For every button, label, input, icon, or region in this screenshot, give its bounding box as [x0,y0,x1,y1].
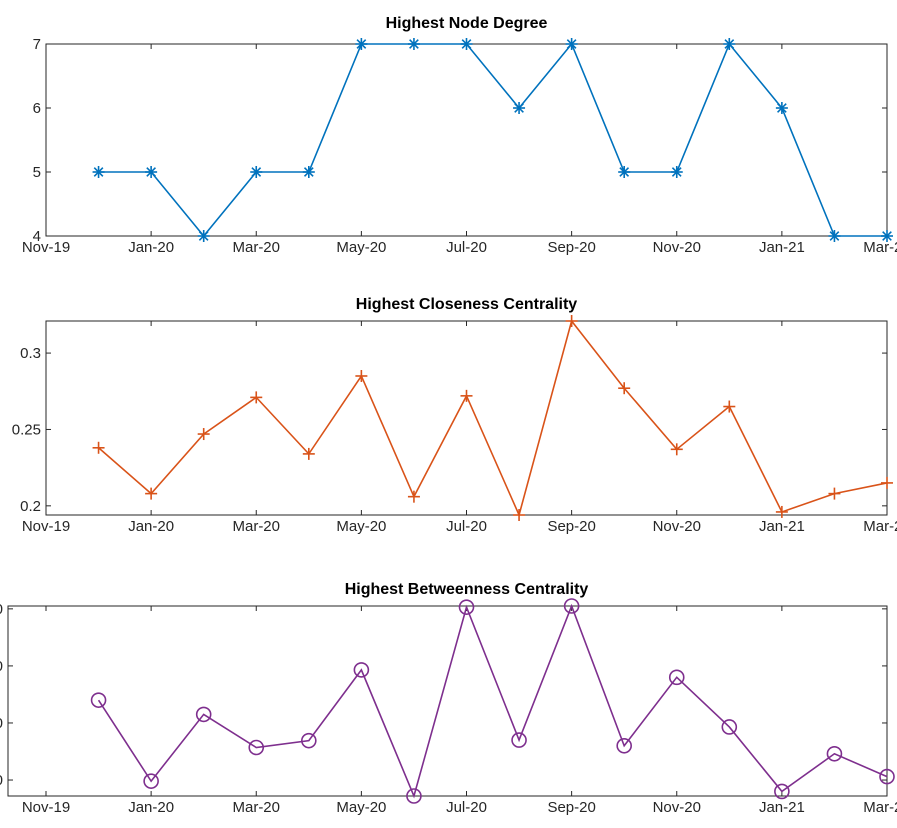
data-point-marker [723,38,736,50]
data-point-marker [721,719,738,735]
data-point-marker [774,783,790,800]
x-tick-label: Mar-20 [232,518,280,535]
data-point-marker [668,669,685,686]
x-tick-label: Jul-20 [446,239,487,256]
y-tick-label: 0.3 [20,345,41,362]
x-tick-label: Sep-20 [547,239,595,256]
data-point-marker [828,230,841,242]
data-point-marker [145,487,158,500]
data-point-marker [670,443,683,456]
x-tick-label: Nov-19 [22,239,70,256]
x-tick-label: May-20 [336,518,386,535]
axes-box [7,605,888,797]
data-point-marker [145,166,158,178]
data-point-marker [355,38,368,50]
x-tick-label: Sep-20 [547,518,595,535]
x-tick-label: May-20 [336,799,386,816]
data-point-marker [881,476,893,489]
y-tick-label: 7 [33,36,41,53]
data-point-marker [353,662,370,678]
x-tick-label: Mar-20 [232,239,280,256]
data-point-marker [826,745,843,762]
y-tick-label: 0.2 [20,498,41,515]
data-point-marker [775,102,788,114]
x-tick-label: Nov-20 [653,518,701,535]
chart-title: Highest Closeness Centrality [356,296,578,313]
series-line [98,42,887,238]
x-tick-label: Nov-20 [653,239,701,256]
chart-panel-1: Highest Node Degree Nov-19 Jan-20 Mar-20 May… [22,15,897,256]
data-point-marker [881,230,893,242]
data-point-marker [511,732,527,748]
data-point-marker [250,166,263,178]
x-tick-label: May-20 [336,239,386,256]
axes-box [45,43,888,237]
y-tick-label: 1000 [0,772,3,789]
axes-box [45,320,888,516]
data-point-marker [301,732,317,749]
x-tick-label: Jan-20 [128,799,174,816]
x-tick-label: Mar-21 [863,239,897,256]
data-point-marker [302,166,315,178]
data-point-marker [828,487,841,500]
chart-panel-3: Highest Betweenness Centrality Nov-19 Jan-… [0,581,897,816]
y-tick-label: 1200 [0,658,3,675]
data-point-marker [406,788,422,804]
x-tick-label: Jan-21 [759,799,805,816]
x-tick-label: Mar-20 [232,799,280,816]
data-point-marker [670,166,683,178]
x-tick-label: Sep-20 [547,799,595,816]
x-tick-label: Jul-20 [446,799,487,816]
data-point-marker [563,598,580,614]
data-point-marker [248,739,265,756]
data-point-marker [90,692,107,708]
data-point-marker [460,38,473,50]
y-tick-label: 1100 [0,715,3,732]
x-tick-label: Jan-20 [128,239,174,256]
chart-panel-2: Highest Closeness Centrality Nov-19 Jan-20… [12,296,897,535]
data-point-marker [458,599,475,615]
y-tick-label: 5 [33,164,41,181]
data-point-marker [513,509,526,521]
data-point-marker [92,166,105,178]
data-point-marker [723,400,736,413]
data-point-marker [92,441,105,454]
data-point-marker [879,768,895,785]
data-point-marker [513,102,526,114]
x-tick-label: Nov-20 [653,799,701,816]
y-tick-label: 0.25 [12,421,41,438]
data-point-marker [618,382,631,395]
chart-title: Highest Betweenness Centrality [345,581,589,598]
data-point-marker [775,505,788,518]
x-tick-label: Jan-21 [759,518,805,535]
x-tick-label: Mar-21 [863,799,897,816]
series-line [98,319,888,518]
data-point-marker [407,38,420,50]
data-point-marker [195,706,212,723]
x-tick-label: Jan-20 [128,518,174,535]
y-tick-label: 6 [33,100,41,117]
y-tick-label: 1300 [0,601,3,618]
data-point-marker [460,389,473,402]
x-tick-label: Mar-21 [863,518,897,535]
x-tick-label: Jan-21 [759,239,805,256]
y-tick-label: 4 [33,228,41,245]
data-point-marker [143,773,159,789]
data-point-marker [618,166,631,178]
data-point-marker [565,38,578,50]
x-tick-label: Nov-19 [22,799,70,816]
chart-title: Highest Node Degree [386,15,548,32]
data-point-marker [616,737,632,754]
data-point-marker [250,391,263,404]
data-point-marker [565,315,578,327]
x-tick-label: Jul-20 [446,518,487,535]
x-tick-label: Nov-19 [22,518,70,535]
data-point-marker [355,369,368,382]
data-point-marker [197,428,210,441]
series-line [97,603,888,799]
data-point-marker [407,490,420,503]
data-point-marker [197,230,210,242]
data-point-marker [302,447,315,460]
